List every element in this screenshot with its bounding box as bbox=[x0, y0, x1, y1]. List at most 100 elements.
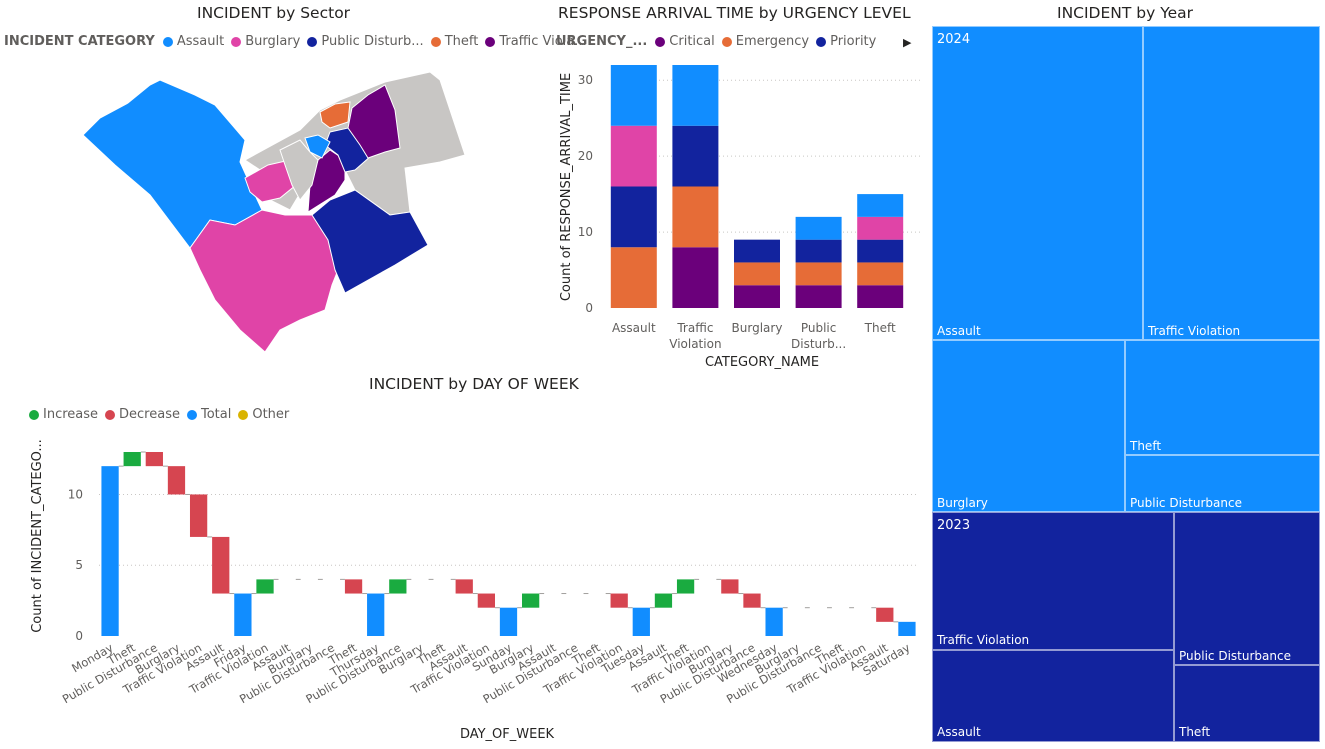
legend-item-public-disturbance[interactable]: Public Disturb... bbox=[307, 34, 424, 49]
legend-label: Priority bbox=[830, 34, 877, 49]
bar-segment-public-disturbance[interactable] bbox=[734, 239, 780, 263]
legend-item-emergency[interactable]: Emergency bbox=[721, 34, 809, 49]
bar-segment-public-disturbance[interactable] bbox=[672, 125, 719, 187]
bar-segment-assault[interactable] bbox=[795, 216, 842, 240]
legend-item-priority[interactable]: Priority bbox=[816, 34, 876, 49]
bar-segment-theft[interactable] bbox=[672, 186, 719, 248]
legend-item-increase[interactable]: Increase bbox=[29, 407, 98, 422]
treemap-tile-2023-theft[interactable] bbox=[1174, 665, 1320, 742]
bar-segment-assault[interactable] bbox=[857, 194, 904, 217]
legend-item-traffic-violation[interactable]: Traffic Viola... bbox=[485, 34, 587, 49]
map-region-west-assault[interactable] bbox=[82, 79, 263, 249]
waterfall-bar-total[interactable] bbox=[632, 607, 650, 636]
waterfall-bar-increase[interactable] bbox=[256, 579, 274, 594]
waterfall-chart: 0 5 10 Count of INCIDENT_CATEGO... DAY_OF_WE… bbox=[30, 439, 918, 742]
treemap-tile-2024-burglary[interactable] bbox=[932, 340, 1125, 512]
waterfall-visual[interactable]: INCIDENT by DAY OF WEEK Increase Decreas… bbox=[0, 372, 930, 749]
waterfall-bar-decrease[interactable] bbox=[721, 579, 739, 594]
x-tick-label: Theft bbox=[864, 321, 896, 335]
legend-item-burglary[interactable]: Burglary bbox=[231, 34, 300, 49]
bar-title: RESPONSE ARRIVAL TIME by URGENCY LEVEL bbox=[558, 4, 911, 22]
bar-segment-theft[interactable] bbox=[610, 247, 657, 308]
bar-visual[interactable]: RESPONSE ARRIVAL TIME by URGENCY LEVEL U… bbox=[545, 0, 930, 372]
legend-dot bbox=[238, 409, 249, 420]
treemap-tile-2024-public-disturbance[interactable] bbox=[1125, 455, 1320, 512]
legend-label: Decrease bbox=[119, 407, 180, 422]
waterfall-bar-decrease[interactable] bbox=[167, 466, 186, 495]
y-tick-label: 20 bbox=[578, 149, 593, 163]
legend-label: Critical bbox=[669, 34, 715, 49]
bar-segment-traffic-violation[interactable] bbox=[734, 285, 780, 308]
map-region-northeast-traffic[interactable] bbox=[347, 84, 401, 159]
treemap-tile-2023-traffic-violation[interactable] bbox=[932, 512, 1174, 650]
waterfall-bar-decrease[interactable] bbox=[455, 579, 473, 594]
waterfall-bar-increase[interactable] bbox=[123, 452, 141, 467]
bar-segment-assault[interactable] bbox=[610, 65, 657, 126]
treemap-visual[interactable]: INCIDENT by Year 2024 Assault Traffic Viol… bbox=[930, 0, 1325, 749]
bar-segment-public-disturbance[interactable] bbox=[857, 239, 904, 263]
bar-segment-traffic-violation[interactable] bbox=[672, 247, 719, 308]
bar-segment-theft[interactable] bbox=[857, 262, 904, 286]
waterfall-bar-increase[interactable] bbox=[389, 579, 407, 594]
legend-item-other[interactable]: Other bbox=[238, 407, 289, 422]
treemap-group-label-2024: 2024 bbox=[937, 32, 971, 47]
legend-label: Theft bbox=[444, 34, 479, 49]
treemap-tile-2024-theft[interactable] bbox=[1125, 340, 1320, 455]
bar-segment-public-disturbance[interactable] bbox=[610, 186, 657, 248]
waterfall-bar-decrease[interactable] bbox=[610, 593, 628, 608]
bar-segment-theft[interactable] bbox=[734, 262, 780, 286]
legend-item-assault[interactable]: Assault bbox=[162, 34, 224, 49]
legend-item-decrease[interactable]: Decrease bbox=[105, 407, 180, 422]
waterfall-bar-decrease[interactable] bbox=[876, 607, 894, 622]
waterfall-bar-total[interactable] bbox=[101, 466, 119, 636]
map-visual[interactable]: INCIDENT by Sector INCIDENT CATEGORY Ass… bbox=[0, 0, 587, 370]
y-axis-title: Count of INCIDENT_CATEGO... bbox=[30, 439, 45, 633]
waterfall-bar-total[interactable] bbox=[234, 593, 252, 636]
bar-segment-public-disturbance[interactable] bbox=[795, 239, 842, 263]
treemap-tile-2023-public-disturbance[interactable] bbox=[1174, 512, 1320, 665]
legend-dot bbox=[307, 36, 318, 47]
waterfall-bar-increase[interactable] bbox=[654, 593, 673, 608]
y-axis-title: Count of RESPONSE_ARRIVAL_TIME bbox=[559, 73, 574, 301]
waterfall-bar-increase[interactable] bbox=[676, 579, 695, 594]
bar-segment-traffic-violation[interactable] bbox=[795, 285, 842, 308]
waterfall-bar-decrease[interactable] bbox=[344, 579, 363, 594]
waterfall-bar-decrease[interactable] bbox=[477, 593, 495, 608]
waterfall-bar-total[interactable] bbox=[765, 607, 783, 636]
bar-segment-burglary[interactable] bbox=[857, 216, 904, 240]
treemap-tile-label: Assault bbox=[937, 725, 981, 739]
legend-label: Total bbox=[200, 407, 232, 422]
waterfall-bar-total[interactable] bbox=[898, 621, 916, 636]
treemap-tile-label: Traffic Violation bbox=[1148, 324, 1241, 338]
bar-segment-assault[interactable] bbox=[672, 65, 719, 126]
map-region-central-burglary[interactable] bbox=[244, 159, 297, 203]
treemap-tile-2024-traffic-violation[interactable] bbox=[1143, 26, 1320, 340]
map-region-southeast-disturbance[interactable] bbox=[311, 189, 429, 294]
waterfall-bar-total[interactable] bbox=[499, 607, 518, 636]
legend-item-total[interactable]: Total bbox=[186, 407, 232, 422]
waterfall-bar-decrease[interactable] bbox=[212, 536, 230, 594]
waterfall-bar-increase[interactable] bbox=[522, 593, 540, 608]
waterfall-bar-decrease[interactable] bbox=[743, 593, 761, 608]
waterfall-bar-total[interactable] bbox=[367, 593, 385, 636]
treemap-tile-2024-assault[interactable] bbox=[932, 26, 1143, 340]
bar-segment-burglary[interactable] bbox=[610, 125, 657, 187]
map-region-north-theft[interactable] bbox=[319, 101, 351, 129]
waterfall-bar-decrease[interactable] bbox=[145, 452, 163, 467]
legend-dot bbox=[186, 409, 197, 420]
sector-map[interactable] bbox=[0, 0, 545, 370]
bar-segment-theft[interactable] bbox=[795, 262, 842, 286]
legend-item-critical[interactable]: Critical bbox=[655, 34, 715, 49]
waterfall-bar-decrease[interactable] bbox=[189, 494, 208, 537]
legend-dot bbox=[29, 409, 39, 420]
bar-legend-title: URGENCY_... bbox=[556, 34, 648, 49]
legend-next-button[interactable]: ▶ bbox=[903, 36, 912, 49]
map-region-south-burglary[interactable] bbox=[189, 209, 341, 353]
legend-item-theft[interactable]: Theft bbox=[430, 34, 479, 49]
bar-segment-traffic-violation[interactable] bbox=[857, 285, 904, 308]
legend-dot bbox=[231, 36, 242, 47]
treemap-tile-2023-assault[interactable] bbox=[932, 650, 1174, 742]
map-region-central-assault[interactable] bbox=[304, 134, 331, 159]
legend-dot bbox=[655, 36, 666, 47]
map-region-unassigned-core[interactable] bbox=[279, 139, 319, 201]
